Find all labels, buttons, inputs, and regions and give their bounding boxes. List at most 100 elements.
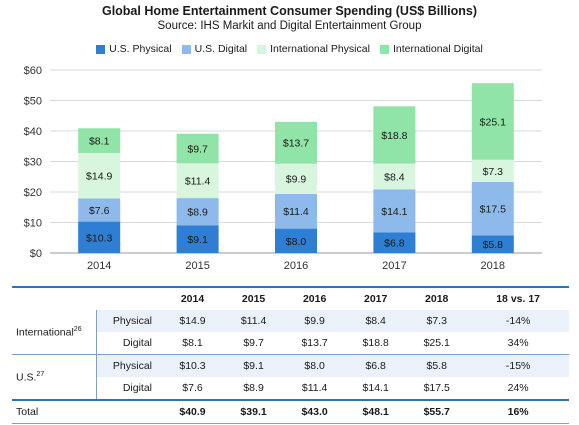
bar-segment: [373, 106, 416, 164]
bar-segment: [471, 159, 514, 182]
data-label: $9.1: [187, 234, 208, 246]
bar-segment: [373, 232, 416, 253]
bar-chart-plot: $0 $10 $20 $30 $40 $50 $60 $10.3 $7.6 $14.9 $8.1 20…: [24, 65, 542, 272]
x-tick-label: 2018: [481, 260, 505, 272]
table-header-cell: 18 vs. 17: [467, 286, 569, 310]
table-cell: $10.3: [162, 354, 224, 377]
table-header-cell: [12, 286, 96, 310]
y-tick-label: $0: [30, 248, 42, 260]
legend-label: International Digital: [392, 43, 483, 55]
table-cell: $13.7: [301, 337, 328, 349]
bar-segment: [471, 235, 514, 253]
table-cell: $9.1: [223, 354, 285, 377]
chart-title: Global Home Entertainment Consumer Spend…: [101, 4, 478, 18]
bar-segment: [78, 221, 121, 253]
chart-legend: U.S. Physical U.S. Digital International…: [0, 43, 579, 55]
data-label: $14.1: [381, 206, 407, 218]
data-label: $10.3: [86, 232, 112, 244]
data-label: $8.1: [89, 136, 110, 148]
table-cell: $14.9: [162, 310, 224, 332]
chart-subtitle: Source: IHS Markit and Digital Entertain…: [157, 20, 422, 32]
table-cell: $43.0: [284, 399, 346, 424]
legend-swatch: [257, 44, 267, 54]
bar-segment: [275, 163, 317, 194]
table-cell: $8.0: [284, 354, 346, 377]
table-cell: $7.3: [406, 310, 468, 332]
data-label: $13.7: [283, 138, 309, 150]
y-tick-label: $30: [24, 157, 42, 169]
table-cell: $8.1: [182, 337, 203, 349]
x-tick-label: 2014: [87, 260, 111, 272]
x-tick-label: 2015: [185, 260, 209, 272]
table-cell: 24%: [507, 382, 529, 394]
table-cell: -15%: [467, 354, 569, 377]
table-cell: $5.8: [406, 354, 468, 377]
y-tick-label: $60: [24, 65, 42, 77]
table-cell: $18.8: [362, 337, 389, 349]
data-table: 2014 2015 2016 2017 2018 18 vs. 17 Inter…: [12, 286, 569, 424]
table-cell: $9.9: [284, 310, 346, 332]
table-cell: $7.6: [182, 382, 203, 394]
row-label: Digital: [122, 337, 152, 349]
table-cell: [96, 399, 162, 424]
bar-segment: [176, 163, 219, 199]
table-cell: $55.7: [406, 399, 468, 424]
table-cell: $39.1: [223, 399, 285, 424]
legend-item-us-physical: U.S. Physical: [96, 43, 172, 55]
table-header-row: 2014 2015 2016 2017 2018 18 vs. 17: [12, 286, 569, 310]
table-cell: $17.5: [423, 382, 450, 394]
data-label: $17.5: [480, 204, 506, 216]
data-label: $8.0: [286, 236, 307, 248]
y-tick-label: $10: [24, 218, 42, 230]
table-row: International26 Physical $14.9 $11.4 $9.…: [12, 310, 569, 355]
bar-segment: [471, 181, 514, 236]
bar-segment: [78, 152, 121, 199]
bar-segment: [275, 228, 317, 253]
legend-label: U.S. Digital: [194, 43, 248, 55]
x-tick-label: 2017: [382, 260, 406, 272]
table-header-cell: 2017: [345, 286, 407, 310]
data-label: $8.4: [384, 171, 405, 183]
legend-item-international-physical: International Physical: [257, 43, 370, 55]
data-label: $25.1: [480, 116, 506, 128]
data-label: $9.7: [187, 144, 208, 156]
legend-swatch: [96, 44, 106, 54]
data-label: $11.4: [185, 176, 211, 188]
table-cell: $11.4: [301, 382, 328, 394]
data-label: $6.8: [384, 238, 405, 250]
legend-item-us-digital: U.S. Digital: [181, 43, 248, 55]
legend-label: U.S. Physical: [109, 43, 172, 55]
legend-item-international-digital: International Digital: [379, 43, 483, 55]
data-label: $7.3: [483, 166, 504, 178]
table-cell: $8.9: [243, 382, 264, 394]
table-cell: $40.9: [162, 399, 224, 424]
table-cell: 34%: [507, 337, 529, 349]
row-label: Digital: [122, 382, 152, 394]
table-cell: $8.4: [345, 310, 407, 332]
row-group-label: International26: [12, 310, 97, 355]
bar-segment: [176, 225, 219, 253]
bar-segment: [78, 198, 121, 222]
bar-segment: [275, 193, 317, 229]
row-label: Physical: [96, 354, 162, 377]
data-label: $9.9: [286, 174, 307, 186]
y-tick-label: $40: [24, 126, 42, 138]
table-cell: $25.1: [423, 337, 450, 349]
table-row: Digital $7.6 $8.9 $11.4 $14.1 $17.5 24%: [12, 377, 569, 400]
table-row: U.S.27 Physical $10.3 $9.1 $8.0 $6.8 $5.…: [12, 354, 569, 400]
x-tick-label: 2016: [284, 260, 308, 272]
table-header-cell: 2014: [162, 286, 224, 310]
data-label: $11.4: [283, 206, 309, 218]
bar-segment: [176, 133, 219, 164]
table-total-row: Total $40.9 $39.1 $43.0 $48.1 $55.7 16%: [12, 399, 569, 424]
bar-segment: [78, 128, 121, 153]
table-header-cell: 2018: [406, 286, 468, 310]
data-label: $7.6: [89, 205, 110, 217]
legend-swatch: [181, 44, 191, 54]
y-tick-label: $20: [24, 187, 42, 199]
bar-segment: [373, 189, 416, 233]
table-header-cell: 2015: [223, 286, 285, 310]
table-header-cell: [96, 286, 162, 310]
row-group-label: U.S.27: [12, 354, 97, 400]
